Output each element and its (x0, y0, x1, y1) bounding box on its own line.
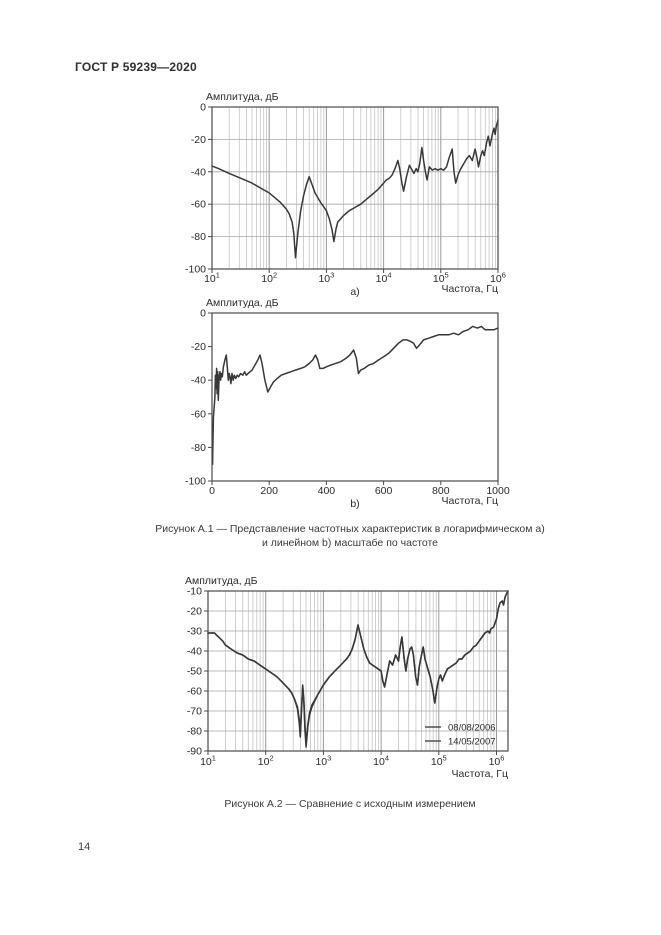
figure-a2-comparison-chart: -10 -20 -30 -40 -50 -60 -70 -80 -90 101 102 103 104 1… (163, 570, 528, 800)
svg-text:103: 103 (318, 271, 334, 286)
y-axis-title: Амплитуда, дБ (185, 575, 258, 587)
svg-text:-100: -100 (185, 476, 206, 488)
svg-text:-70: -70 (187, 706, 202, 718)
svg-text:-50: -50 (187, 666, 202, 678)
series-curve-1 (211, 325, 499, 465)
svg-text:103: 103 (315, 754, 331, 769)
svg-text:-20: -20 (191, 341, 206, 353)
svg-text:-60: -60 (191, 408, 206, 420)
page-number: 14 (78, 841, 91, 853)
subplot-label: b) (350, 498, 359, 510)
grid-lines (211, 107, 499, 269)
figure-a1-caption: Рисунок А.1 — Представление частотных ха… (95, 522, 605, 550)
subplot-label: а) (350, 286, 359, 298)
x-axis-title: Частота, Гц (442, 283, 498, 295)
svg-text:-80: -80 (187, 726, 202, 738)
svg-text:-20: -20 (187, 606, 202, 618)
x-axis-title: Частота, Гц (442, 495, 498, 507)
legend: 08/08/2006 14/05/2007 (425, 723, 496, 748)
data-series (211, 325, 499, 465)
svg-text:-10: -10 (187, 586, 202, 598)
series-curve-1 (211, 119, 499, 259)
x-axis-title: Частота, Гц (452, 768, 508, 780)
svg-text:-40: -40 (191, 375, 206, 387)
svg-text:106: 106 (489, 754, 505, 769)
svg-text:0: 0 (200, 102, 206, 114)
svg-text:104: 104 (373, 754, 389, 769)
svg-text:-80: -80 (191, 442, 206, 454)
svg-text:-90: -90 (187, 746, 202, 758)
data-series (211, 119, 499, 259)
y-axis-title: Амплитуда, дБ (206, 91, 279, 103)
svg-text:101: 101 (200, 754, 216, 769)
svg-text:102: 102 (261, 271, 277, 286)
figure-a1-caption-line2: и линейном b) масштабе по частоте (261, 537, 439, 549)
chart-a1-linear-canvas: 0-20-40-60-80-1000 200 400 600 800 1000Амплит… (185, 297, 510, 510)
svg-text:101: 101 (204, 271, 220, 286)
plot-border (211, 312, 499, 482)
figure-a1-log-chart: 0 -20 -40 -60 -80 -100 101 102 103 104 105 106 Ампли… (170, 88, 515, 308)
plot-border (211, 106, 499, 270)
axis-labels: 0-20-40-60-80-1000 200 400 600 800 1000Амплит… (185, 297, 510, 510)
svg-text:104: 104 (376, 271, 392, 286)
legend-entry: 08/08/2006 (448, 723, 496, 734)
data-series (207, 590, 509, 748)
document-header: ГОСТ Р 59239—2020 (75, 60, 197, 74)
svg-text:600: 600 (375, 485, 393, 497)
figure-a2-caption: Рисунок А.2 — Сравнение с исходным измер… (224, 798, 476, 810)
legend-entry: 14/05/2007 (448, 737, 496, 748)
grid-lines (207, 591, 508, 751)
svg-text:800: 800 (432, 485, 450, 497)
svg-text:-100: -100 (185, 264, 206, 276)
svg-text:-60: -60 (191, 199, 206, 211)
svg-text:-40: -40 (191, 166, 206, 178)
svg-text:-80: -80 (191, 231, 206, 243)
svg-text:0: 0 (200, 308, 206, 320)
y-axis-title: Амплитуда, дБ (206, 297, 279, 309)
svg-text:105: 105 (431, 754, 447, 769)
svg-text:200: 200 (260, 485, 278, 497)
svg-text:102: 102 (258, 754, 274, 769)
svg-text:-20: -20 (191, 134, 206, 146)
series-14/05/2007 (207, 590, 509, 744)
svg-text:-60: -60 (187, 686, 202, 698)
svg-text:-40: -40 (187, 646, 202, 658)
svg-text:0: 0 (209, 485, 215, 497)
svg-text:400: 400 (318, 485, 336, 497)
figure-a1-linear-chart: 0 -20 -40 -60 -80 -100 0 200 400 600 800 1000 Амплит… (170, 294, 515, 519)
figure-a1-caption-line1: Рисунок А.1 — Представление частотных ха… (155, 523, 545, 535)
svg-text:1000: 1000 (486, 485, 510, 497)
svg-text:-30: -30 (187, 626, 202, 638)
